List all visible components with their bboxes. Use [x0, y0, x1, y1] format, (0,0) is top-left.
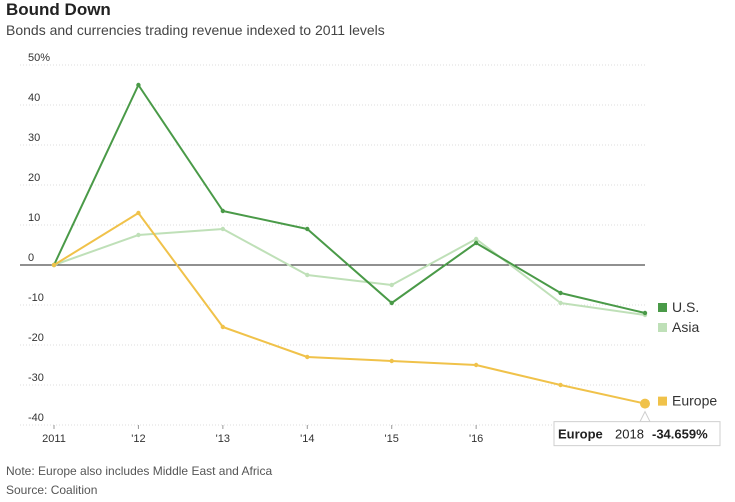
y-tick-label: 0 — [28, 252, 34, 264]
data-point-us — [558, 290, 563, 296]
data-point-europe — [136, 210, 141, 216]
line-chart: -40 -30 -20 -10 0 10 20 30 40 50% 2011 '12 '13 '14 '1… — [20, 52, 721, 447]
x-tick-label: '14 — [300, 433, 314, 445]
y-tick-label: -20 — [28, 332, 44, 344]
data-point-europe — [220, 324, 226, 330]
y-tick-label: 10 — [28, 212, 40, 224]
tooltip: Europe 2018 -34.659% — [553, 410, 721, 447]
x-tick-label: '16 — [469, 433, 483, 445]
tooltip-box — [553, 421, 721, 447]
legend-label-us: U.S. — [672, 299, 699, 315]
data-point-europe — [389, 358, 394, 364]
tooltip-pointer — [639, 410, 651, 423]
x-axis-ticks: 2011'12'13'14'15'16'17 — [42, 425, 568, 445]
data-point-asia — [558, 300, 563, 306]
footnote: Note: Europe also includes Middle East a… — [6, 464, 273, 478]
data-point-asia — [389, 282, 394, 288]
series-line-asia — [53, 228, 646, 316]
x-tick-label: 2011 — [42, 433, 66, 445]
data-point-us — [389, 300, 394, 306]
series-line-us — [53, 84, 646, 314]
data-point-asia — [473, 236, 479, 242]
data-point-us — [642, 310, 648, 316]
source-line: Source: Coalition — [6, 483, 98, 497]
data-point-europe — [51, 262, 57, 268]
data-point-us — [305, 226, 310, 232]
legend-swatch-asia — [658, 323, 667, 332]
data-point-asia — [136, 232, 141, 238]
legend-label-europe: Europe — [672, 393, 717, 409]
data-point-asia — [305, 272, 310, 278]
data-point-asia — [220, 226, 226, 232]
legend-label-asia: Asia — [672, 319, 699, 335]
data-point-us — [136, 82, 141, 88]
data-point-us — [220, 208, 226, 214]
data-point-europe — [558, 382, 563, 388]
chart-subtitle: Bonds and currencies trading revenue ind… — [6, 22, 385, 38]
data-point-europe — [640, 398, 650, 409]
y-tick-label: 50% — [28, 52, 50, 64]
y-tick-label: 30 — [28, 132, 40, 144]
x-tick-label: '13 — [216, 433, 230, 445]
y-axis-ticks: -40 -30 -20 -10 0 10 20 30 40 50% — [28, 52, 50, 424]
data-point-europe — [305, 354, 310, 360]
tooltip-value: -34.659% — [652, 427, 708, 442]
legend: U.S. Asia Europe — [658, 299, 717, 409]
y-tick-label: -10 — [28, 292, 44, 304]
data-point-us — [473, 240, 479, 246]
legend-swatch-us — [658, 303, 667, 312]
tooltip-year: 2018 — [615, 427, 644, 442]
data-point-europe — [473, 362, 479, 368]
tooltip-series: Europe — [558, 427, 603, 442]
y-tick-label: 20 — [28, 172, 40, 184]
y-tick-label: -30 — [28, 372, 44, 384]
chart-title: Bound Down — [6, 0, 111, 19]
x-tick-label: '12 — [131, 433, 145, 445]
y-tick-label: -40 — [28, 412, 44, 424]
legend-swatch-europe — [658, 396, 667, 406]
gridlines — [20, 64, 645, 426]
series-points — [51, 82, 650, 409]
series-line-europe — [53, 212, 646, 405]
series-lines — [53, 84, 646, 405]
y-tick-label: 40 — [28, 92, 40, 104]
x-tick-label: '15 — [385, 433, 399, 445]
